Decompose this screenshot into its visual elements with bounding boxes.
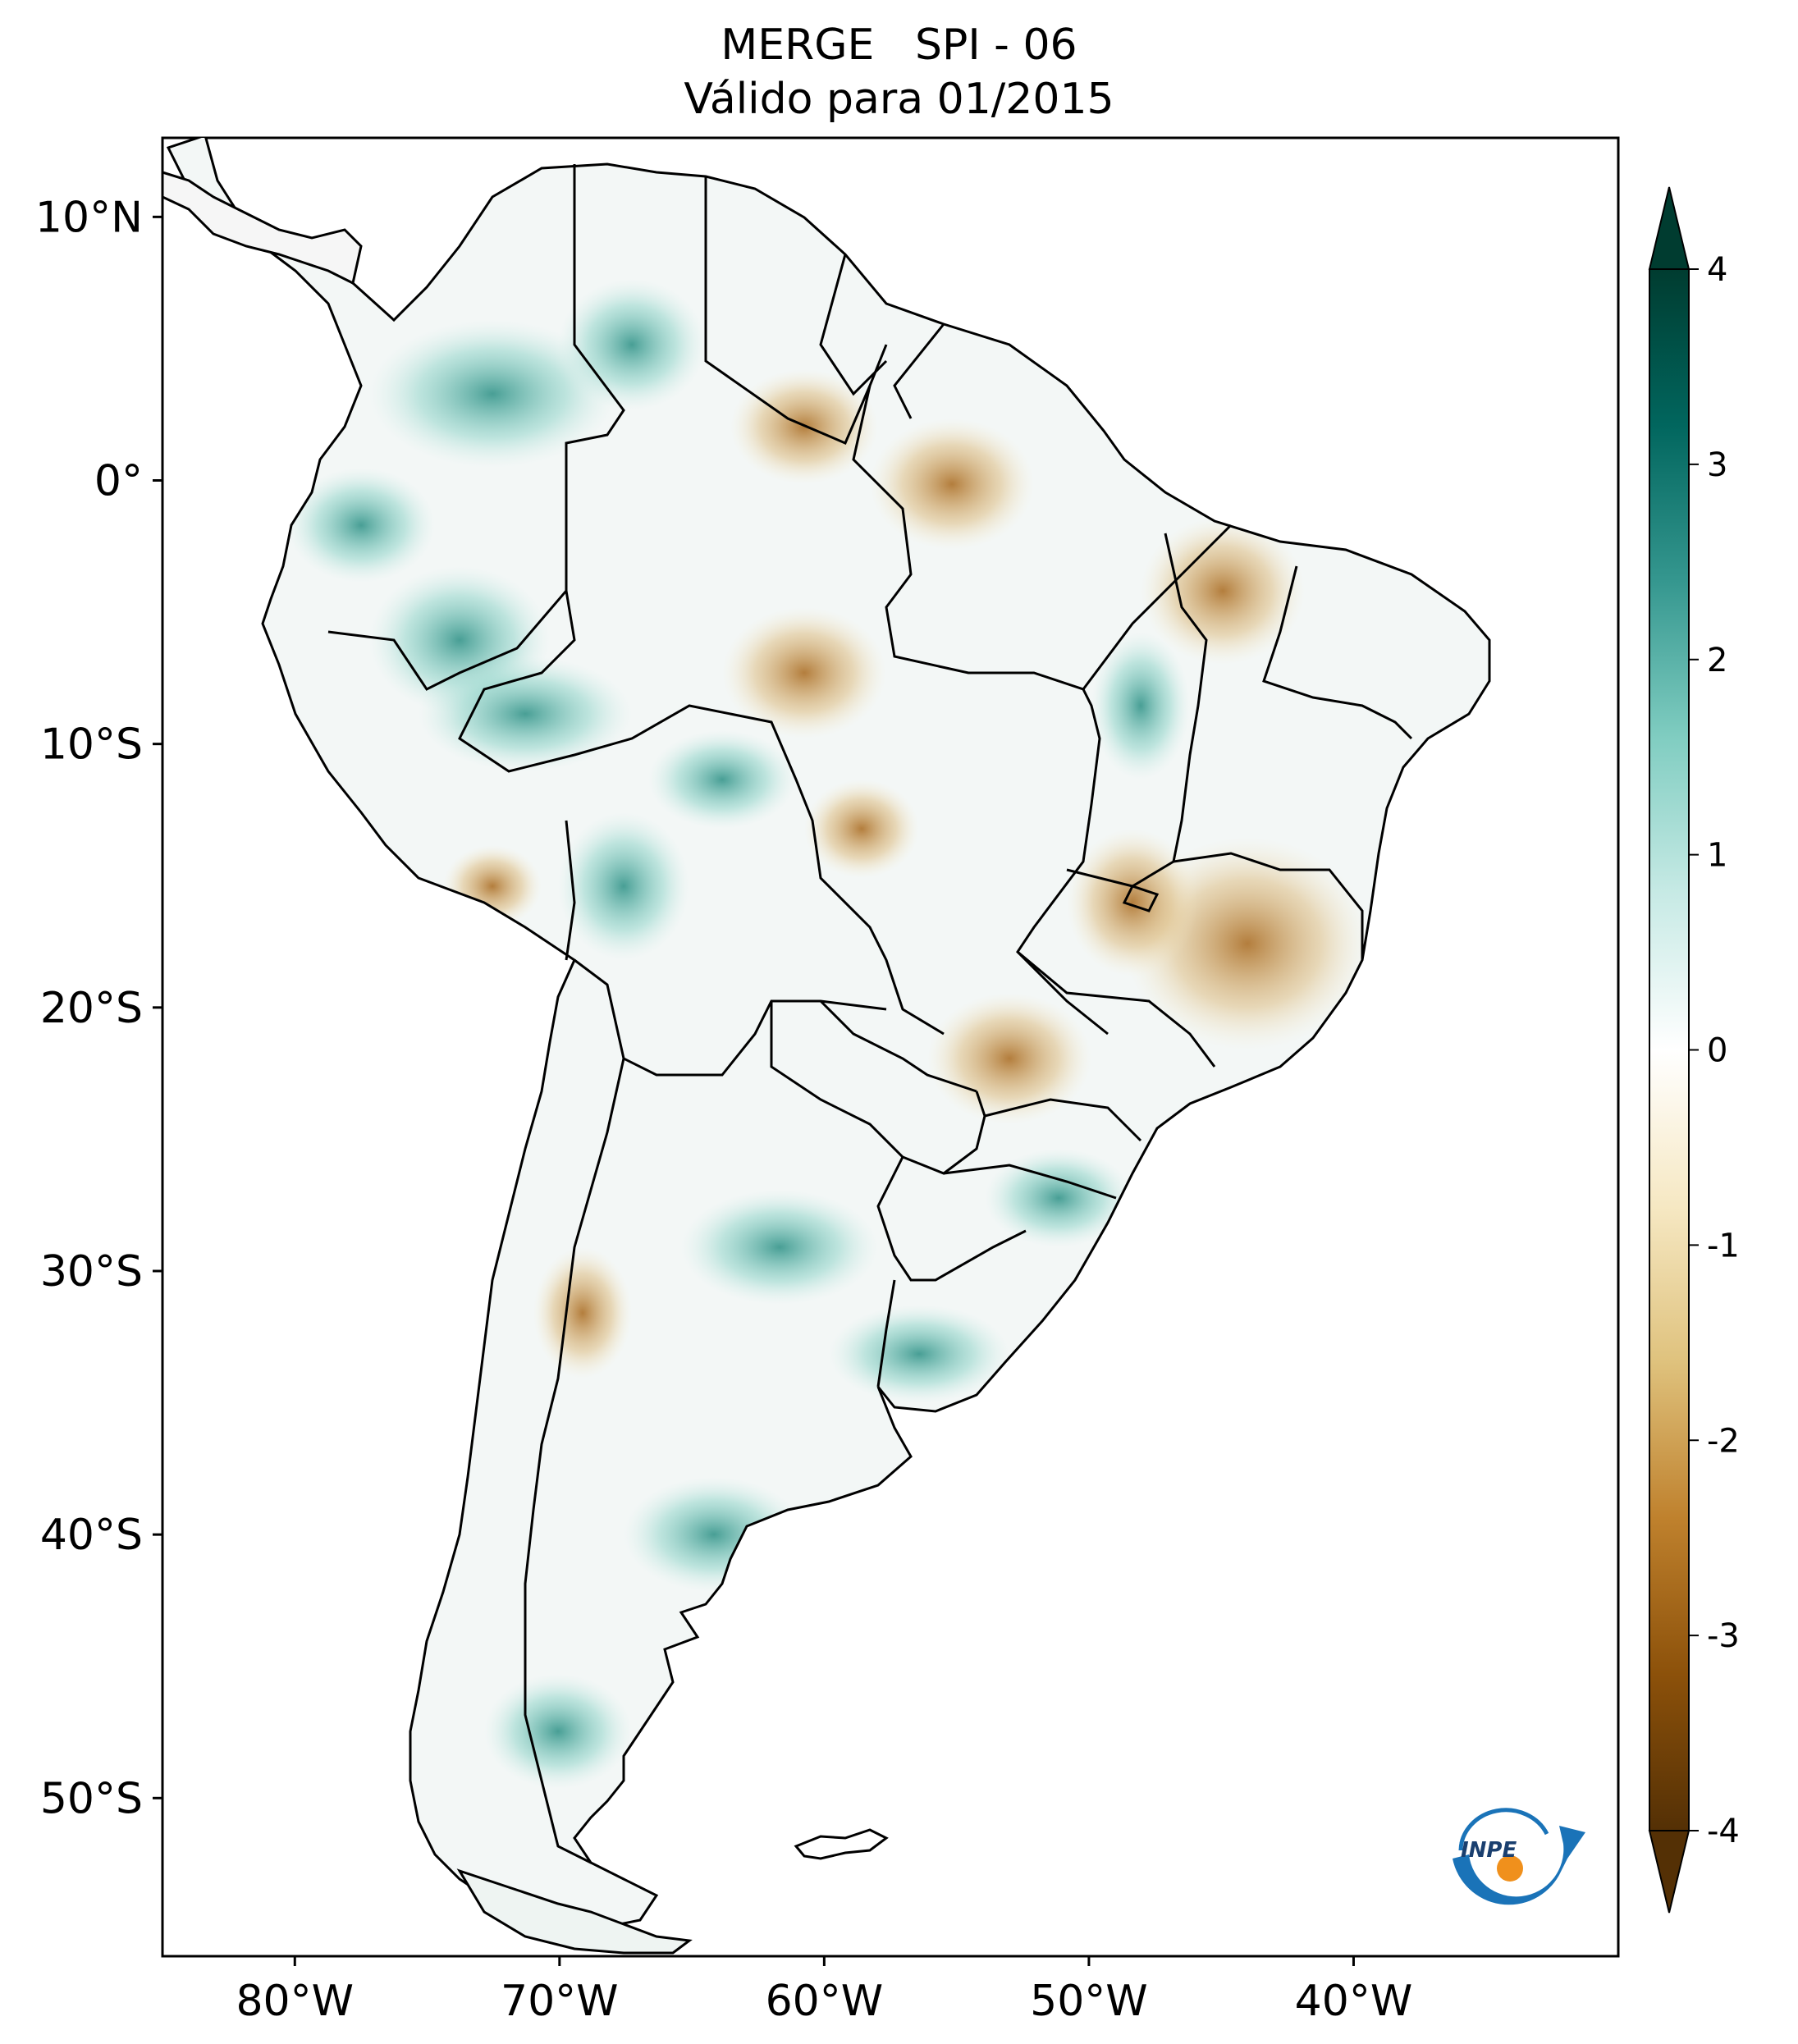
wet-patch-rondonia [648, 730, 796, 829]
title-line-1: MERGE SPI - 06 [721, 21, 1077, 70]
latitude-ticks: 10°N 0° 10°S 20°S 30°S 40°S 50°S [35, 193, 162, 1823]
border-federal-district [1122, 885, 1160, 912]
colorbar-tick-label: 2 [1707, 642, 1727, 679]
wet-patch-colombia [369, 320, 615, 468]
dry-patch-maranhao [1141, 517, 1305, 665]
dry-patch-cuyo [533, 1247, 632, 1379]
border-tocantins-piaui [1164, 533, 1208, 862]
lat-tick-label: 10°N [35, 193, 143, 242]
border-sao-paulo-minas [1017, 950, 1216, 1068]
colorbar-extend-min [1648, 1830, 1690, 1914]
logo-arc-icon [1453, 1826, 1585, 1905]
lat-tick-label: 40°S [40, 1511, 143, 1560]
lat-tick-label: 20°S [40, 984, 143, 1033]
colorbar-tick-label: -3 [1707, 1617, 1740, 1655]
colorbar-tick-label: 3 [1707, 446, 1727, 484]
lon-tick-label: 60°W [766, 1977, 884, 2026]
longitude-ticks: 80°W 70°W 60°W 50°W 40°W [236, 1956, 1412, 2026]
dry-patch-sao-paulo [927, 993, 1091, 1124]
wet-patch-tocantins [1091, 632, 1190, 780]
lon-tick-label: 70°W [501, 1977, 619, 2026]
logo-dot-icon [1497, 1855, 1523, 1882]
country-borders [327, 164, 1413, 1864]
wet-patch-patagonia-south [484, 1674, 632, 1789]
dry-patch-mato-grosso [804, 780, 919, 878]
dry-patch-amazonas [722, 607, 886, 738]
lat-tick-label: 50°S [40, 1774, 143, 1823]
map-title: MERGE SPI - 06 Válido para 01/2015 [0, 18, 1798, 126]
wet-patch-chaco [681, 1190, 878, 1305]
spi-field [162, 138, 1491, 1955]
colorbar-tick-label: -1 [1707, 1227, 1740, 1264]
wet-patch-acre [419, 656, 632, 771]
wet-patch-santa-catarina [985, 1149, 1132, 1247]
border-brazil-bolivia [458, 590, 945, 1036]
colorbar-ticks: 4 3 2 1 0 -1 -2 -3 -4 [1689, 251, 1740, 1850]
lat-tick-label: 0° [94, 457, 143, 506]
inpe-logo: INPE [1453, 1808, 1585, 1905]
lat-tick-label: 10°S [40, 720, 143, 770]
colorbar-extend-max [1648, 186, 1690, 270]
border-suriname [893, 323, 945, 419]
border-para-maranhao [1082, 524, 1233, 690]
border-guyana [819, 254, 888, 396]
wet-patch-ecuador [287, 468, 435, 583]
dry-patch-goias [1067, 829, 1198, 976]
lon-tick-label: 50°W [1030, 1977, 1148, 2026]
colorbar-tick-label: 1 [1707, 837, 1727, 875]
central-america [162, 171, 363, 286]
border-mato-grosso-sul [819, 999, 977, 1093]
border-uruguay-west [876, 1279, 896, 1388]
spi-anomaly-patches [287, 279, 1370, 1789]
lon-tick-label: 40°W [1295, 1977, 1413, 2026]
colorbar-bar [1649, 268, 1690, 1831]
colorbar-tick-label: 4 [1707, 251, 1727, 289]
border-bolivia-argentina [574, 958, 887, 1077]
colorbar-tick-label: -4 [1707, 1813, 1740, 1850]
coastline [166, 138, 1491, 1930]
border-santa-catarina-rs [943, 1164, 1117, 1200]
falkland-islands [794, 1828, 889, 1860]
colorbar-tick-label: -2 [1707, 1422, 1740, 1460]
logo-text: INPE [1461, 1838, 1517, 1863]
border-peru-bolivia [565, 820, 576, 961]
colorbar-tick-label: 0 [1707, 1032, 1727, 1070]
border-piaui-pernambuco [1262, 565, 1413, 740]
border-bahia-minas [1173, 852, 1364, 960]
wet-patch-bolivia [558, 812, 689, 960]
border-argentina-uruguay [876, 1156, 1027, 1282]
dry-patch-para [870, 418, 1034, 550]
border-venezuela-brazil [704, 176, 888, 445]
border-parana-santa-catarina [984, 1098, 1142, 1142]
title-line-2: Válido para 01/2015 [684, 75, 1114, 124]
wet-patch-venezuela [558, 279, 706, 410]
lon-tick-label: 80°W [236, 1977, 354, 2026]
border-chile-argentina [524, 1058, 625, 1864]
colorbar: 4 3 2 1 0 -1 -2 -3 -4 [1648, 186, 1740, 1914]
tierra-del-fuego [456, 1868, 693, 1955]
logo-orbit-icon [1458, 1808, 1549, 1851]
wet-patch-uruguay [829, 1305, 1009, 1403]
lat-tick-label: 30°S [40, 1247, 143, 1296]
